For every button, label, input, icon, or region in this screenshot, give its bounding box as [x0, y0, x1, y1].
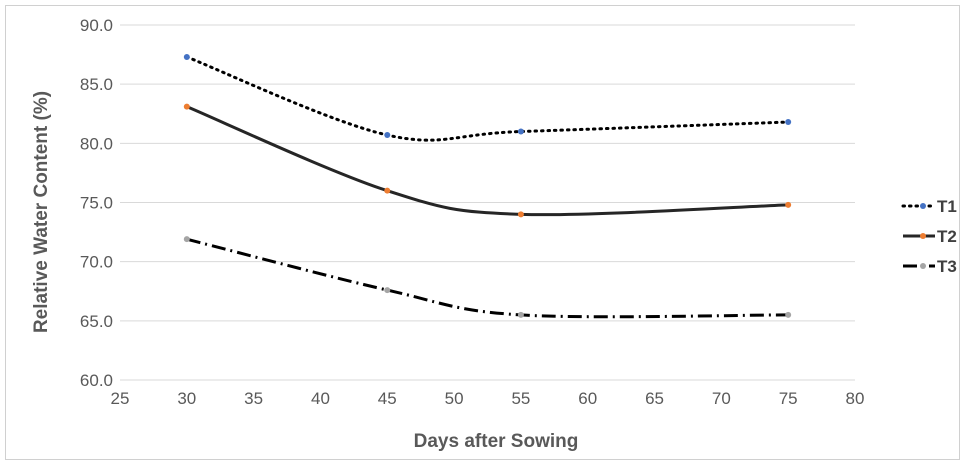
x-tick-label: 65: [645, 389, 664, 408]
y-tick-label: 65.0: [80, 312, 113, 331]
data-point-t1-2: [517, 128, 524, 135]
series-line-t1: [185, 55, 790, 142]
x-tick-label: 35: [244, 389, 263, 408]
x-tick-label: 80: [846, 389, 865, 408]
data-point-t2-3: [785, 201, 792, 208]
y-tick-label: 75.0: [80, 194, 113, 213]
x-tick-label: 60: [578, 389, 597, 408]
x-tick-label: 50: [445, 389, 464, 408]
y-tick-label: 85.0: [80, 75, 113, 94]
legend-label-t1: T1: [937, 197, 957, 216]
series-line-t2: [186, 105, 789, 217]
data-point-t1-3: [785, 119, 792, 126]
data-point-t1-0: [183, 53, 190, 60]
data-point-t2-0: [183, 103, 190, 110]
x-tick-label: 45: [378, 389, 397, 408]
y-axis-title: Relative Water Content (%): [31, 91, 52, 333]
series-lines: [185, 55, 790, 319]
x-tick-label: 75: [779, 389, 798, 408]
y-tick-label: 70.0: [80, 253, 113, 272]
legend: T1 T2 T3: [901, 197, 957, 276]
x-tick-label: 25: [111, 389, 130, 408]
chart-frame: [5, 5, 960, 460]
data-point-t2-1: [384, 187, 391, 194]
x-tick-label: 55: [511, 389, 530, 408]
data-point-t3-0: [183, 236, 190, 243]
legend-label-t2: T2: [937, 227, 957, 246]
legend-label-t3: T3: [937, 257, 957, 276]
y-tick-label: 60.0: [80, 371, 113, 390]
data-point-t3-1: [384, 287, 391, 294]
y-tick-label: 90.0: [80, 16, 113, 35]
legend-marker-t2: [920, 233, 926, 239]
data-point-t3-2: [517, 311, 524, 318]
series-line-t3: [186, 237, 789, 319]
y-axis-tick-labels: 60.0 65.0 70.0 75.0 80.0 85.0 90.0: [80, 16, 113, 390]
legend-marker-t3: [920, 263, 926, 269]
series-markers: [183, 53, 792, 318]
x-axis-tick-labels: 25 30 35 40 45 50 55 60 65 70 75 80: [111, 389, 865, 408]
grid-lines: [120, 24, 855, 381]
x-axis-title: Days after Sowing: [414, 431, 579, 452]
x-tick-label: 40: [311, 389, 330, 408]
x-tick-label: 70: [712, 389, 731, 408]
legend-marker-t1: [920, 203, 926, 209]
data-point-t3-3: [785, 311, 792, 318]
y-tick-label: 80.0: [80, 134, 113, 153]
data-point-t1-1: [384, 132, 391, 139]
x-tick-label: 30: [177, 389, 196, 408]
data-point-t2-2: [517, 211, 524, 218]
